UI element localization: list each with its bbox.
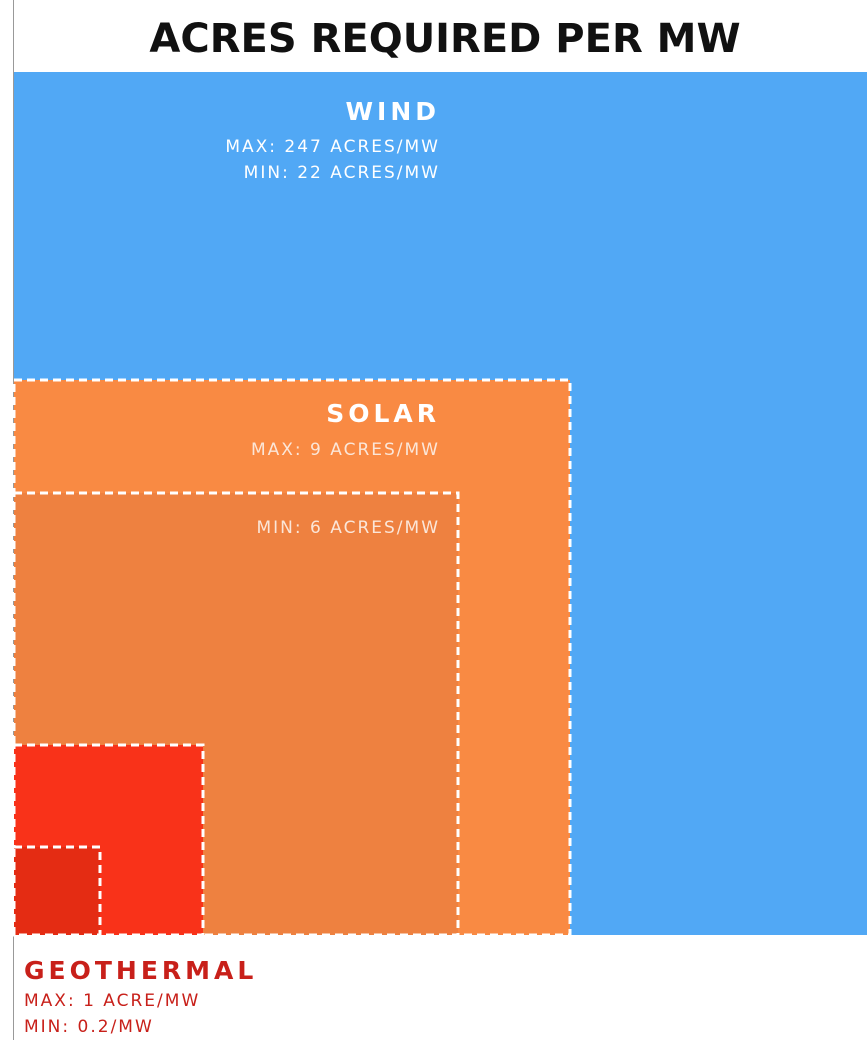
solar-max: MAX: 9 ACRES/MW bbox=[251, 440, 440, 460]
wind-label: WIND bbox=[345, 97, 440, 126]
geothermal-min: MIN: 0.2/MW bbox=[24, 1017, 154, 1037]
geothermal-max: MAX: 1 ACRE/MW bbox=[24, 991, 200, 1011]
title: ACRES REQUIRED PER MW bbox=[149, 16, 740, 62]
geothermal-max-outline bbox=[12, 743, 205, 937]
geothermal-label: GEOTHERMAL bbox=[24, 956, 257, 985]
wind-min: MIN: 22 ACRES/MW bbox=[244, 163, 440, 183]
solar-min-outline bbox=[12, 491, 460, 937]
wind-max: MAX: 247 ACRES/MW bbox=[225, 137, 440, 157]
solar-label: SOLAR bbox=[326, 399, 440, 428]
geothermal-min-outline bbox=[12, 845, 102, 937]
solar-min: MIN: 6 ACRES/MW bbox=[257, 518, 441, 538]
geothermal-min-area bbox=[14, 847, 100, 935]
